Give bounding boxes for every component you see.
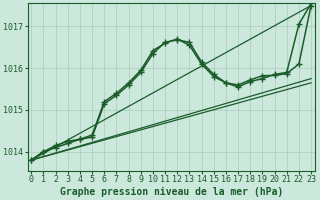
X-axis label: Graphe pression niveau de la mer (hPa): Graphe pression niveau de la mer (hPa) — [60, 186, 283, 197]
